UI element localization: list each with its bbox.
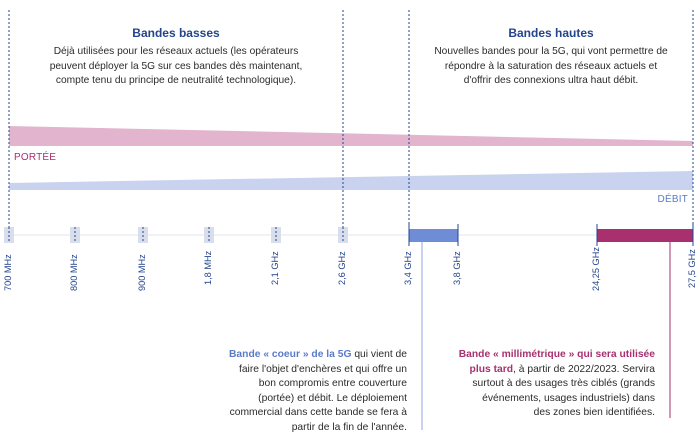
core-band-bar: [409, 229, 458, 242]
freq-label-3-4ghz: 3,4 GHz: [403, 251, 413, 285]
mm-band-highlight: Bande « millimétrique » qui sera utilisé…: [458, 349, 655, 360]
freq-label-2-1ghz: 2,1 GHz: [270, 251, 280, 285]
throughput-label: DÉBIT: [657, 194, 688, 205]
range-wedge: [9, 126, 693, 146]
freq-label-27-5ghz: 27,5 GHz: [687, 249, 697, 288]
freq-label-800mhz: 800 MHz: [69, 254, 79, 291]
throughput-wedge: [9, 171, 693, 190]
range-label: PORTÉE: [14, 152, 57, 163]
freq-label-700mhz: 700 MHz: [3, 254, 13, 291]
freq-label-24-25ghz: 24,25 GHz: [591, 247, 601, 291]
mm-band-note: Bande « millimétrique » qui sera utilisé…: [415, 348, 655, 421]
freq-label-900mhz: 900 MHz: [137, 254, 147, 291]
core-band-note: Bande « coeur » de la 5G qui vient de fa…: [229, 349, 407, 433]
low-bands-description: Déjà utilisées pour les réseaux actuels …: [49, 46, 303, 86]
mm-band-bar: [597, 229, 693, 242]
freq-label-3-8ghz: 3,8 GHz: [452, 251, 462, 285]
high-bands-description: Nouvelles bandes pour la 5G, qui vont pe…: [434, 46, 668, 86]
freq-label-1-8mhz: 1,8 MHz: [203, 250, 213, 285]
freq-label-2-6ghz: 2,6 GHz: [337, 251, 347, 285]
high-bands-title: Bandes hautes: [508, 26, 594, 40]
low-bands-title: Bandes basses: [132, 26, 220, 40]
core-band-highlight: Bande « coeur » de la 5G: [229, 349, 352, 360]
